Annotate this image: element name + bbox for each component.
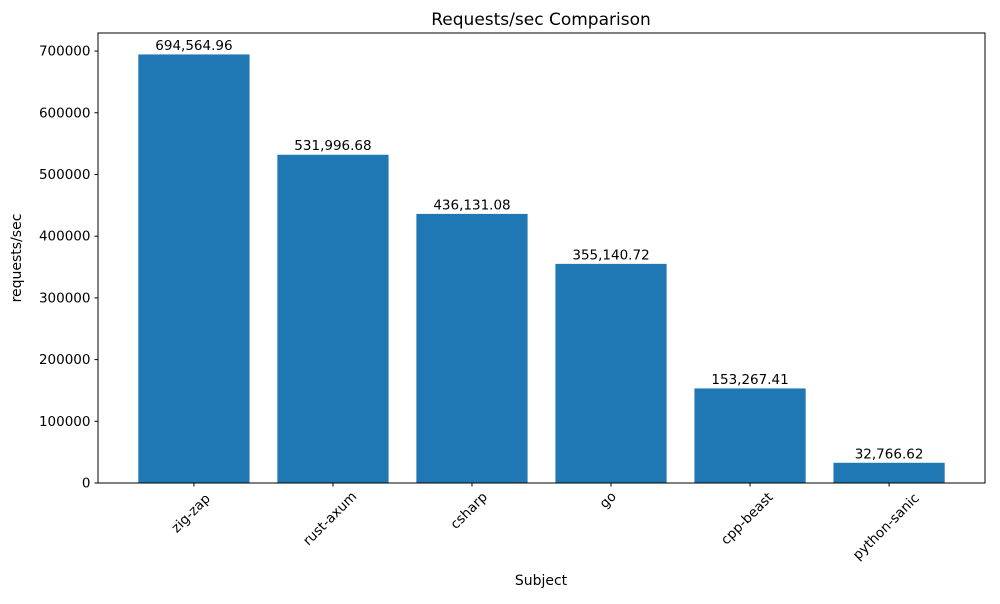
bar-value-label: 355,140.72 xyxy=(572,247,649,263)
bar-go xyxy=(555,263,667,483)
bar-value-label: 694,564.96 xyxy=(155,38,232,54)
x-tick-label-csharp: csharp xyxy=(447,489,490,532)
x-tick-label-python-sanic: python-sanic xyxy=(850,490,923,563)
y-tick-label: 200000 xyxy=(39,352,91,368)
y-tick-label: 400000 xyxy=(39,229,91,245)
x-tick-label-cpp-beast: cpp-beast xyxy=(718,490,777,549)
bars-group xyxy=(138,54,945,484)
bar-python-sanic xyxy=(833,462,945,483)
y-tick-label: 700000 xyxy=(39,44,91,60)
bar-value-label: 32,766.62 xyxy=(855,446,924,462)
bar-value-label: 531,996.68 xyxy=(294,138,371,154)
x-axis: zig-zap rust-axum csharp go cpp-beast python-… xyxy=(168,483,923,563)
y-axis-title: requests/sec xyxy=(9,214,25,303)
y-tick-label: 500000 xyxy=(39,167,91,183)
y-tick-label: 0 xyxy=(82,476,91,492)
bar-zig-zap xyxy=(138,54,250,484)
y-tick-label: 600000 xyxy=(39,105,91,121)
plot-frame xyxy=(97,32,986,484)
y-tick-label: 300000 xyxy=(39,290,91,306)
x-tick-label-rust-axum: rust-axum xyxy=(300,489,360,549)
x-axis-title: Subject xyxy=(515,573,568,589)
chart-title: Requests/sec Comparison xyxy=(431,10,651,30)
y-tick-label: 100000 xyxy=(39,414,91,430)
bar-value-label: 436,131.08 xyxy=(433,197,510,213)
x-tick-label-go: go xyxy=(597,489,620,512)
x-tick-label-zig-zap: zig-zap xyxy=(168,491,213,536)
bar-rust-axum xyxy=(277,154,389,484)
y-axis: 0 100000 200000 300000 400000 500000 600000 700… xyxy=(39,44,98,492)
bar-value-labels: 694,564.96 531,996.68 436,131.08 355,140.72… xyxy=(155,38,923,462)
bar-csharp xyxy=(416,213,528,483)
bar-value-label: 153,267.41 xyxy=(711,372,788,388)
bar-cpp-beast xyxy=(694,388,806,483)
